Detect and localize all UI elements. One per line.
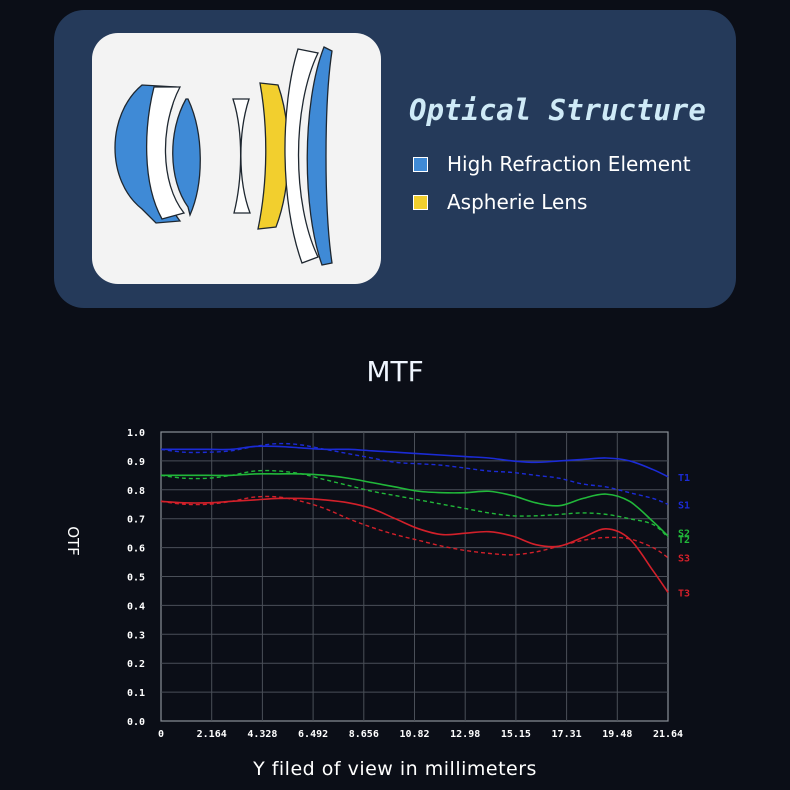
x-tick-label: 21.64 <box>653 729 683 740</box>
series-label-t2: T2 <box>678 535 690 546</box>
chart-grid <box>160 431 669 722</box>
series-line-t3 <box>160 497 669 593</box>
y-tick-label: 0.5 <box>127 573 145 584</box>
y-tick-label: 0.1 <box>127 688 145 699</box>
lens-element-white-2 <box>232 98 251 214</box>
y-tick-label: 0.3 <box>127 630 145 641</box>
x-axis-label: Y filed of view in millimeters <box>253 758 537 780</box>
x-tick-label: 8.656 <box>349 729 379 740</box>
lens-element-white-3 <box>284 48 319 264</box>
chart-title: MTF <box>366 355 424 388</box>
lens-element-blue-3 <box>306 46 333 266</box>
legend-swatch-blue <box>413 156 428 172</box>
series-line-t2 <box>160 472 669 537</box>
y-tick-label: 0.7 <box>127 515 145 526</box>
x-tick-label: 4.328 <box>247 729 277 740</box>
optical-structure-title: Optical Structure <box>409 93 706 127</box>
x-tick-label: 10.82 <box>399 729 429 740</box>
lens-element-blue-2 <box>172 98 201 218</box>
series-label-t1: T1 <box>678 473 690 484</box>
y-tick-label: 0.6 <box>127 544 145 555</box>
series-label-s1: S1 <box>678 500 690 511</box>
y-tick-label: 0.8 <box>127 486 145 497</box>
lens-diagram <box>92 33 381 284</box>
x-tick-label: 17.31 <box>552 729 582 740</box>
y-tick-label: 0.4 <box>127 601 145 612</box>
x-tick-label: 15.15 <box>501 729 531 740</box>
series-label-s3: S3 <box>678 554 690 565</box>
chart-ticks: 0 2.164 4.328 6.492 8.656 10.82 12.98 15.15 17.3… <box>127 428 683 740</box>
x-tick-label: 19.48 <box>602 729 632 740</box>
series-line-s3 <box>160 495 669 559</box>
x-tick-label: 0 <box>158 729 164 740</box>
series-label-s2: S2 <box>678 528 690 539</box>
legend-swatch-yellow <box>413 194 428 210</box>
lens-element-white-1 <box>146 86 186 220</box>
legend-label: High Refraction Element <box>447 152 691 176</box>
legend-item-high-refraction: High Refraction Element <box>413 152 691 176</box>
x-tick-label: 12.98 <box>450 729 480 740</box>
y-tick-label: 0.9 <box>127 457 145 468</box>
series-label-t3: T3 <box>678 588 690 599</box>
legend-label: Aspherie Lens <box>447 190 588 214</box>
series-line-s2 <box>160 469 669 539</box>
y-tick-label: 1.0 <box>127 428 145 439</box>
series-line-s1 <box>160 442 669 505</box>
x-tick-label: 2.164 <box>197 729 227 740</box>
x-tick-label: 6.492 <box>298 729 328 740</box>
legend-item-aspheric: Aspherie Lens <box>413 190 588 214</box>
y-tick-label: 0.2 <box>127 659 145 670</box>
y-tick-label: 0.0 <box>127 717 145 728</box>
chart-series <box>160 442 669 593</box>
